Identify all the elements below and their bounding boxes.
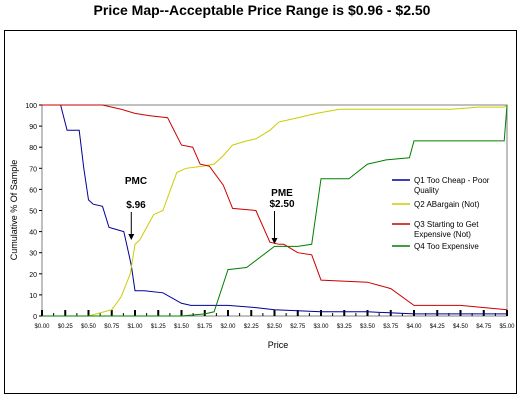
legend-label-q4: Q4 Too Expensive bbox=[414, 242, 479, 251]
y-axis-title: Cumulative % Of Sample bbox=[9, 160, 19, 261]
annotation-label: PME bbox=[271, 188, 293, 199]
annotation-label: PMC bbox=[125, 176, 147, 187]
series-line-q1 bbox=[42, 104, 507, 315]
x-tick-label: $2.00 bbox=[220, 324, 236, 330]
y-tick-label: 30 bbox=[29, 251, 37, 258]
x-tick-label: $4.75 bbox=[476, 324, 492, 330]
x-tick-label: $1.00 bbox=[127, 324, 143, 330]
legend-label-q1: Q1 Too Cheap - Poor Quality bbox=[414, 176, 490, 195]
x-tick-label: $1.75 bbox=[197, 324, 213, 330]
x-tick-label: $4.25 bbox=[430, 324, 446, 330]
legend: Q1 Too Cheap - Poor Quality Q2 ABargain (N… bbox=[392, 176, 490, 251]
annotation-value: $.96 bbox=[126, 200, 146, 211]
series-line-q4 bbox=[42, 104, 508, 317]
x-tick-label: $5.00 bbox=[499, 324, 515, 330]
series-line-q2 bbox=[42, 104, 508, 317]
x-tick-label: $3.50 bbox=[360, 324, 376, 330]
legend-label-q3: Q3 Starting to Get Expensive (Not) bbox=[414, 220, 479, 239]
y-tick-label: 0 bbox=[33, 314, 37, 321]
y-tick-label: 40 bbox=[29, 230, 37, 237]
y-axis: 0 10 20 30 40 50 60 70 80 90 100 bbox=[25, 103, 42, 321]
x-tick-label: $4.00 bbox=[406, 324, 422, 330]
x-tick-label: $3.75 bbox=[383, 324, 399, 330]
y-tick-label: 50 bbox=[29, 209, 37, 216]
x-tick-label: $1.25 bbox=[151, 324, 167, 330]
x-tick-label: $4.50 bbox=[453, 324, 469, 330]
x-tick-label: $0.50 bbox=[81, 324, 97, 330]
y-tick-label: 20 bbox=[29, 272, 37, 279]
y-tick-label: 90 bbox=[29, 124, 37, 131]
annotation-arrow-head bbox=[271, 238, 278, 244]
x-tick-label: $2.50 bbox=[267, 324, 283, 330]
annotation-arrow-head bbox=[128, 234, 135, 240]
y-tick-label: 10 bbox=[29, 293, 37, 300]
legend-label-q2: Q2 ABargain (Not) bbox=[414, 200, 480, 209]
x-tick-label: $0.00 bbox=[34, 324, 50, 330]
x-tick-label: $3.00 bbox=[313, 324, 329, 330]
x-tick-label: $0.75 bbox=[104, 324, 120, 330]
x-tick-label: $2.75 bbox=[290, 324, 306, 330]
y-tick-label: 70 bbox=[29, 166, 37, 173]
x-tick-label: $1.50 bbox=[174, 324, 190, 330]
chart-title: Price Map--Acceptable Price Range is $0.… bbox=[93, 2, 431, 18]
series-layer bbox=[42, 104, 508, 317]
plot-area bbox=[41, 104, 508, 317]
y-tick-label: 100 bbox=[25, 103, 37, 110]
annotation-layer: PMC $.96 PME$2.50 bbox=[125, 176, 295, 244]
x-tick-label: $0.25 bbox=[58, 324, 74, 330]
x-tick-label: $2.25 bbox=[244, 324, 260, 330]
x-axis: $0.00 $0.25 $0.50 $0.75 $1.00 $1.25 $1.50 $1.75… bbox=[34, 310, 515, 330]
annotation-value: $2.50 bbox=[269, 199, 294, 210]
y-tick-label: 60 bbox=[29, 187, 37, 194]
series-line-q3 bbox=[42, 104, 508, 311]
x-tick-label: $3.25 bbox=[337, 324, 353, 330]
y-tick-label: 80 bbox=[29, 145, 37, 152]
x-axis-title: Price bbox=[268, 340, 289, 350]
